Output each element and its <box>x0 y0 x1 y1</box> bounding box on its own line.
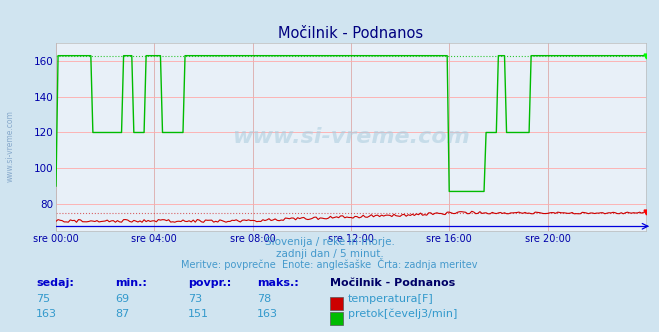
Text: maks.:: maks.: <box>257 278 299 288</box>
Text: sedaj:: sedaj: <box>36 278 74 288</box>
Text: 73: 73 <box>188 294 202 304</box>
Text: Slovenija / reke in morje.: Slovenija / reke in morje. <box>264 237 395 247</box>
Text: pretok[čevelj3/min]: pretok[čevelj3/min] <box>348 308 457 319</box>
Text: 163: 163 <box>257 309 278 319</box>
Text: 75: 75 <box>36 294 50 304</box>
Text: www.si-vreme.com: www.si-vreme.com <box>232 127 470 147</box>
Text: 163: 163 <box>36 309 57 319</box>
Title: Močilnik - Podnanos: Močilnik - Podnanos <box>278 26 424 41</box>
Text: 151: 151 <box>188 309 209 319</box>
Text: Meritve: povprečne  Enote: anglešaške  Črta: zadnja meritev: Meritve: povprečne Enote: anglešaške Črt… <box>181 258 478 270</box>
Text: 69: 69 <box>115 294 129 304</box>
Text: povpr.:: povpr.: <box>188 278 231 288</box>
Text: 78: 78 <box>257 294 272 304</box>
Text: 87: 87 <box>115 309 130 319</box>
Text: Močilnik - Podnanos: Močilnik - Podnanos <box>330 278 455 288</box>
Text: temperatura[F]: temperatura[F] <box>348 294 434 304</box>
Text: www.si-vreme.com: www.si-vreme.com <box>5 110 14 182</box>
Text: min.:: min.: <box>115 278 147 288</box>
Text: zadnji dan / 5 minut.: zadnji dan / 5 minut. <box>275 249 384 259</box>
